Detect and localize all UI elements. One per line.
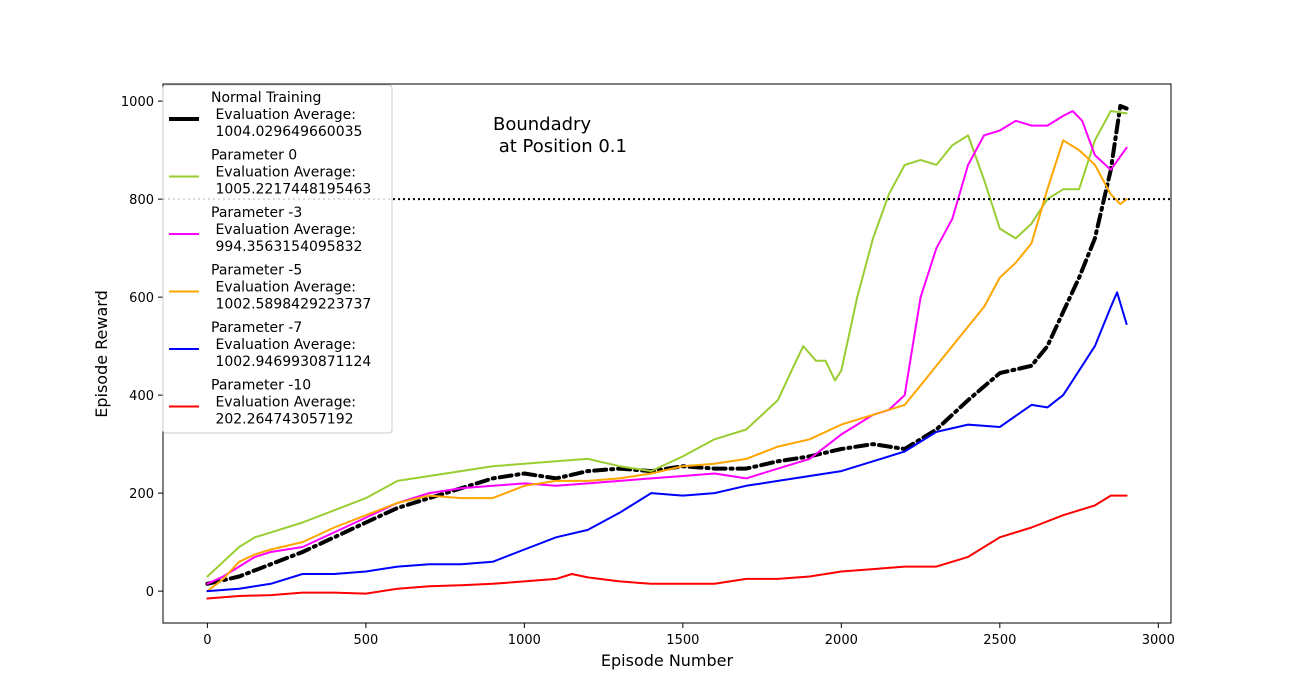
y-tick-label-0: 0	[146, 585, 154, 600]
legend-label-4-line-0: Parameter -7	[211, 320, 302, 336]
boundary-annotation: Boundadry at Position 0.1	[493, 114, 627, 157]
boundary-annotation-line-2: at Position 0.1	[493, 136, 627, 157]
legend-label-1: Parameter 0 Evaluation Average: 1005.221…	[211, 148, 371, 198]
y-tick-label-1: 200	[129, 487, 154, 502]
series-line-5	[206, 494, 1128, 600]
series-line-1	[206, 110, 1128, 578]
y-axis-label: Episode Reward	[92, 290, 111, 418]
legend-label-5: Parameter -10 Evaluation Average: 202.26…	[211, 378, 356, 428]
series-line-3	[206, 139, 1128, 593]
x-tick-label-0: 0	[203, 633, 211, 648]
legend-label-1-line-0: Parameter 0	[211, 148, 297, 164]
y-tick-label-2: 400	[129, 389, 154, 404]
x-tick-label-3: 1500	[666, 633, 699, 648]
legend-label-5-line-0: Parameter -10	[211, 378, 311, 394]
y-tick-label-3: 600	[129, 291, 154, 306]
series-line-2	[206, 110, 1128, 585]
legend-label-4-line-1: Evaluation Average:	[211, 337, 356, 353]
x-tick-label-1: 500	[353, 633, 378, 648]
legend-label-1-line-1: Evaluation Average:	[211, 165, 356, 181]
y-axis-ticks: 0 200 400 600 800 1000	[121, 95, 163, 600]
x-tick-label-2: 1000	[508, 633, 541, 648]
boundary-annotation-line-1: Boundadry	[493, 114, 591, 135]
series-line-0	[205, 104, 1129, 586]
x-tick-label-6: 3000	[1142, 633, 1175, 648]
legend-label-0-line-0: Normal Training	[211, 90, 321, 106]
legend-label-2-line-1: Evaluation Average:	[211, 222, 356, 238]
y-tick-label-4: 800	[129, 193, 154, 208]
legend-label-0: Normal Training Evaluation Average: 1004…	[211, 90, 362, 140]
legend: Normal Training Evaluation Average: 1004…	[162, 84, 393, 434]
legend-label-0-line-1: Evaluation Average:	[211, 107, 356, 123]
legend-label-2-line-0: Parameter -3	[211, 205, 302, 221]
legend-label-1-line-2: 1005.2217448195463	[211, 182, 371, 198]
legend-label-5-line-2: 202.264743057192	[211, 412, 354, 428]
legend-box	[162, 84, 393, 434]
series-lines	[205, 104, 1129, 600]
legend-label-2-line-2: 994.3563154095832	[211, 239, 362, 255]
legend-label-3-line-0: Parameter -5	[211, 263, 302, 279]
legend-label-3: Parameter -5 Evaluation Average: 1002.58…	[211, 263, 371, 313]
x-axis-ticks: 0 500 1000 1500 2000 2500 3000	[203, 623, 1175, 648]
legend-label-4-line-2: 1002.9469930871124	[211, 354, 371, 370]
legend-label-3-line-2: 1002.5898429223737	[211, 297, 371, 313]
y-tick-label-5: 1000	[121, 95, 154, 110]
legend-label-3-line-1: Evaluation Average:	[211, 280, 356, 296]
legend-label-2: Parameter -3 Evaluation Average: 994.356…	[211, 205, 362, 255]
series-line-4	[206, 291, 1128, 593]
legend-label-4: Parameter -7 Evaluation Average: 1002.94…	[211, 320, 371, 370]
x-tick-label-4: 2000	[825, 633, 858, 648]
x-tick-label-5: 2500	[983, 633, 1016, 648]
x-axis-label: Episode Number	[601, 651, 734, 670]
legend-label-0-line-2: 1004.029649660035	[211, 124, 362, 140]
legend-label-5-line-1: Evaluation Average:	[211, 395, 356, 411]
